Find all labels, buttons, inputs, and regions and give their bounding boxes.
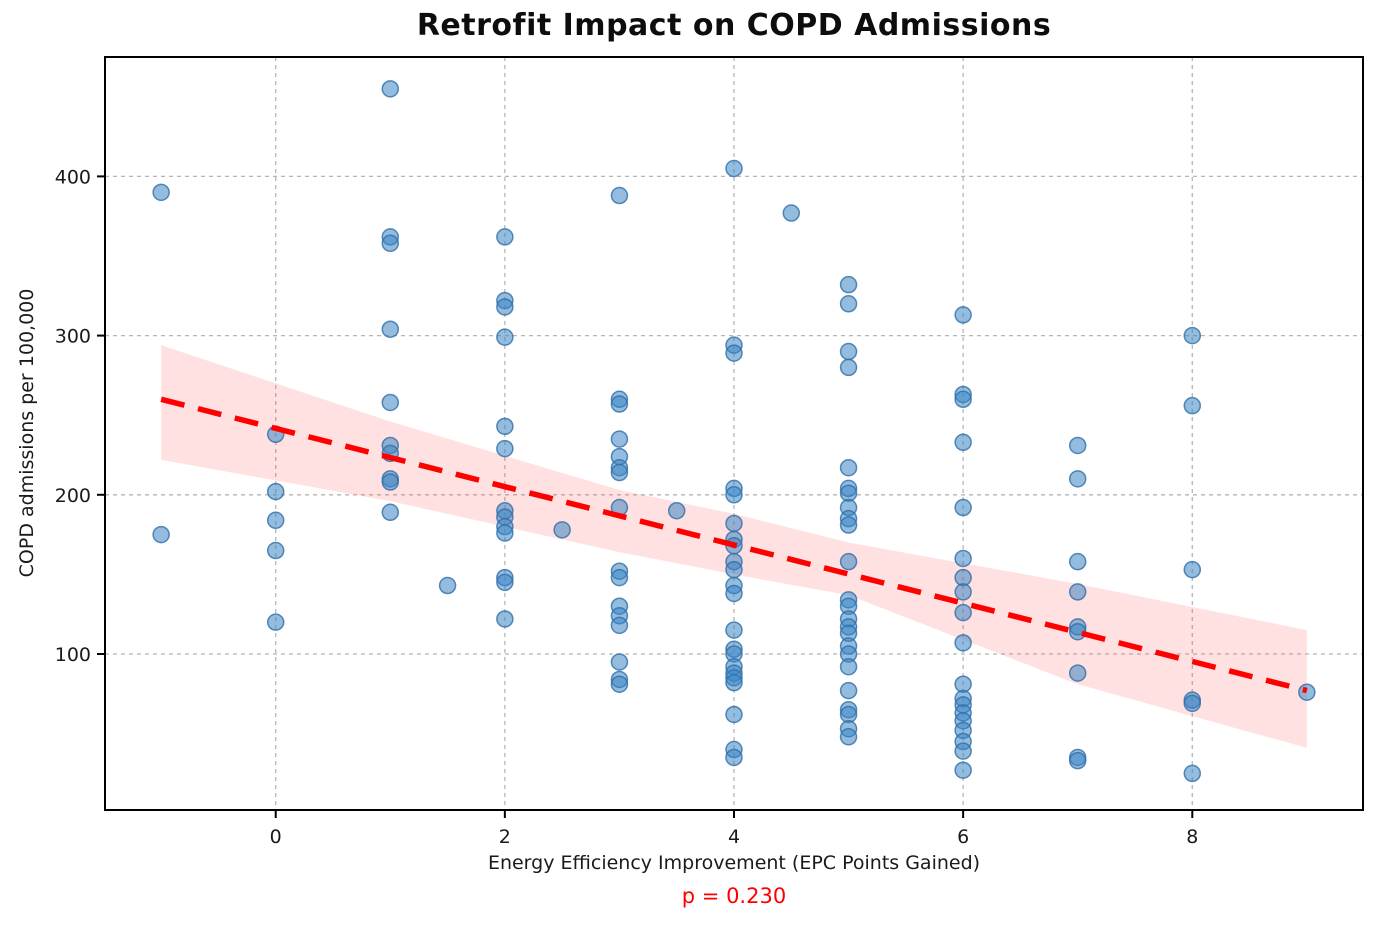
data-point	[496, 573, 514, 592]
data-point	[954, 583, 972, 601]
data-point	[381, 473, 400, 491]
data-point	[1068, 751, 1087, 770]
data-point	[839, 342, 858, 361]
data-point	[954, 603, 972, 622]
data-point	[381, 503, 400, 522]
data-point	[496, 328, 514, 346]
data-point	[1068, 552, 1087, 571]
data-point	[954, 634, 972, 652]
data-point	[1068, 470, 1087, 488]
y-tick-label: 400	[55, 166, 91, 188]
data-point	[1068, 664, 1087, 682]
data-point	[725, 514, 743, 533]
data-point	[496, 228, 514, 246]
data-point	[496, 298, 514, 316]
chart-title: Retrofit Impact on COPD Admissions	[416, 8, 1052, 43]
data-point	[1183, 326, 1202, 345]
data-point	[381, 80, 400, 98]
data-point	[839, 516, 858, 534]
data-point	[839, 657, 858, 676]
data-point	[381, 393, 400, 412]
data-point	[725, 584, 743, 603]
data-point	[954, 742, 972, 760]
y-tick-label: 100	[55, 644, 91, 666]
data-point	[725, 344, 743, 362]
data-point	[954, 390, 972, 409]
data-point	[839, 458, 858, 477]
data-point	[266, 541, 285, 560]
data-point	[152, 183, 170, 202]
data-point	[725, 748, 743, 767]
data-point	[954, 549, 972, 568]
data-point	[610, 568, 629, 587]
data-point	[553, 521, 571, 539]
data-point	[610, 463, 629, 482]
y-tick-label: 200	[55, 485, 91, 507]
data-point	[266, 613, 285, 631]
x-tick-label: 6	[957, 826, 969, 848]
x-tick-label: 8	[1186, 826, 1198, 848]
data-point	[725, 486, 743, 504]
x-axis-label: Energy Efficiency Improvement (EPC Point…	[487, 852, 981, 874]
y-tick-label: 300	[55, 326, 91, 348]
data-point	[725, 560, 743, 579]
data-point	[1183, 396, 1202, 415]
data-point	[1183, 764, 1202, 783]
data-point	[266, 511, 285, 530]
data-point	[1183, 694, 1202, 713]
data-point	[1298, 683, 1316, 701]
data-point	[610, 430, 629, 448]
p-value-annotation: p = 0.230	[681, 884, 787, 908]
data-point	[610, 186, 629, 205]
data-point	[725, 621, 743, 639]
data-point	[610, 653, 629, 671]
data-point	[839, 552, 858, 571]
trend-line	[160, 396, 1308, 694]
data-point	[152, 525, 170, 544]
data-point	[954, 498, 972, 517]
data-point	[381, 234, 400, 253]
data-point	[1068, 436, 1087, 455]
x-tick-label: 0	[270, 826, 282, 848]
data-point	[381, 320, 400, 338]
data-point	[610, 675, 629, 693]
data-point	[496, 439, 514, 458]
data-point	[1183, 560, 1202, 579]
x-tick-label: 4	[728, 826, 740, 848]
data-point	[496, 524, 514, 542]
data-point	[496, 610, 514, 628]
data-point	[839, 728, 858, 746]
data-point	[954, 306, 972, 324]
data-point	[1068, 583, 1087, 601]
data-point	[954, 761, 972, 779]
data-point	[839, 358, 858, 377]
data-point	[839, 295, 858, 313]
data-point	[782, 204, 801, 222]
data-point	[438, 576, 457, 595]
data-point	[667, 501, 686, 520]
data-point	[839, 681, 858, 700]
data-point	[839, 275, 858, 294]
data-point	[725, 705, 743, 724]
x-tick-label: 2	[499, 826, 511, 848]
data-point	[725, 159, 743, 178]
data-point	[610, 616, 629, 635]
data-point	[954, 433, 972, 452]
data-point	[610, 395, 629, 413]
y-axis-label: COPD admissions per 100,000	[16, 288, 38, 578]
data-point	[266, 482, 285, 501]
data-point	[496, 417, 514, 436]
data-point	[725, 673, 743, 692]
